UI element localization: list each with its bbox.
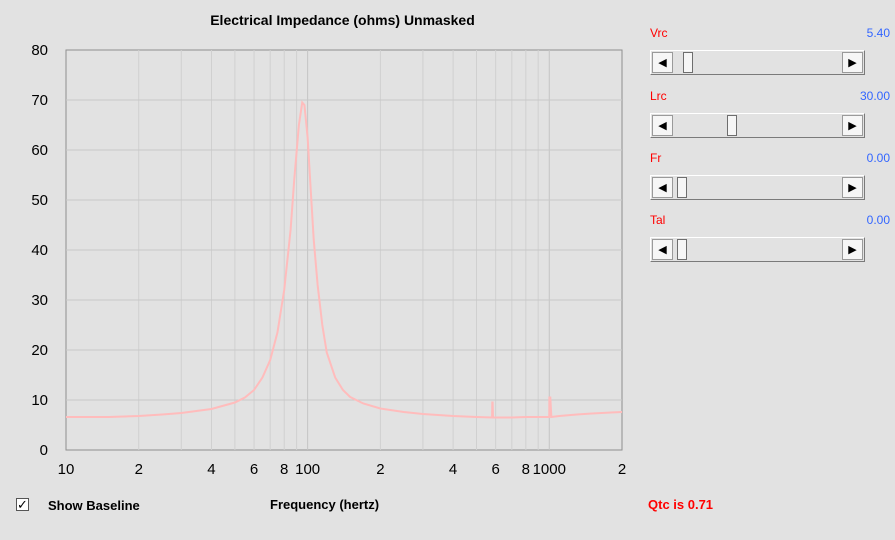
lrc-scrollbar[interactable]: ◀ ▶ (650, 113, 865, 138)
right-arrow-icon[interactable]: ▶ (842, 115, 863, 136)
scroll-thumb[interactable] (727, 115, 738, 136)
x-tick-label: 6 (250, 461, 258, 478)
y-tick-label: 40 (31, 242, 48, 259)
y-tick-label: 70 (31, 92, 48, 109)
y-tick-label: 20 (31, 342, 48, 359)
qtc-readout: Qtc is 0.71 (648, 497, 714, 512)
parameter-controls: Vrc 5.40 ◀ ▶ Lrc 30.00 ◀ ▶ Fr 0.00 ◀ ▶ T… (645, 24, 895, 284)
slider-value: 30.00 (859, 89, 890, 103)
slider-label: Vrc (650, 26, 668, 40)
scroll-thumb[interactable] (677, 177, 688, 198)
left-arrow-icon[interactable]: ◀ (652, 115, 673, 136)
fr-scrollbar[interactable]: ◀ ▶ (650, 175, 865, 200)
x-tick-label: 8 (522, 461, 530, 478)
scroll-thumb[interactable] (683, 52, 694, 73)
slider-label: Fr (650, 151, 662, 165)
show-baseline-checkbox[interactable]: ✓ (16, 498, 29, 511)
show-baseline-label[interactable]: Show Baseline (48, 498, 140, 513)
chart-title: Electrical Impedance (ohms) Unmasked (210, 12, 475, 28)
slider-value: 0.00 (866, 151, 890, 165)
vrc-scrollbar[interactable]: ◀ ▶ (650, 50, 865, 75)
x-tick-labels: 10 2 4 6 8 100 2 4 6 8 1000 2 (58, 461, 627, 478)
x-tick-label: 4 (207, 461, 215, 478)
x-tick-label: 10 (58, 461, 75, 478)
y-tick-label: 0 (40, 442, 48, 459)
slider-label: Tal (650, 213, 666, 227)
right-arrow-icon[interactable]: ▶ (842, 52, 863, 73)
left-arrow-icon[interactable]: ◀ (652, 177, 673, 198)
y-tick-label: 10 (31, 392, 48, 409)
x-tick-label: 6 (491, 461, 499, 478)
slider-value: 0.00 (866, 213, 890, 227)
x-tick-label: 4 (449, 461, 457, 478)
x-tick-label: 100 (295, 461, 320, 478)
left-arrow-icon[interactable]: ◀ (652, 239, 673, 260)
y-tick-label: 80 (31, 42, 48, 59)
x-tick-label: 2 (618, 461, 626, 478)
slider-value: 5.40 (866, 26, 890, 40)
y-tick-labels: 0 10 20 30 40 50 60 70 80 (31, 42, 48, 459)
x-tick-label: 2 (135, 461, 143, 478)
grid-lines (66, 50, 622, 450)
scroll-thumb[interactable] (677, 239, 688, 260)
y-tick-label: 60 (31, 142, 48, 159)
right-arrow-icon[interactable]: ▶ (842, 177, 863, 198)
left-arrow-icon[interactable]: ◀ (652, 52, 673, 73)
right-arrow-icon[interactable]: ▶ (842, 239, 863, 260)
slider-label: Lrc (650, 89, 667, 103)
y-tick-label: 30 (31, 292, 48, 309)
x-tick-label: 8 (280, 461, 288, 478)
tal-scrollbar[interactable]: ◀ ▶ (650, 237, 865, 262)
checkmark-icon: ✓ (17, 497, 28, 512)
x-tick-label: 2 (376, 461, 384, 478)
x-axis-label: Frequency (hertz) (270, 497, 380, 512)
x-tick-label: 1000 (533, 461, 566, 478)
y-tick-label: 50 (31, 192, 48, 209)
impedance-curve (66, 100, 623, 419)
